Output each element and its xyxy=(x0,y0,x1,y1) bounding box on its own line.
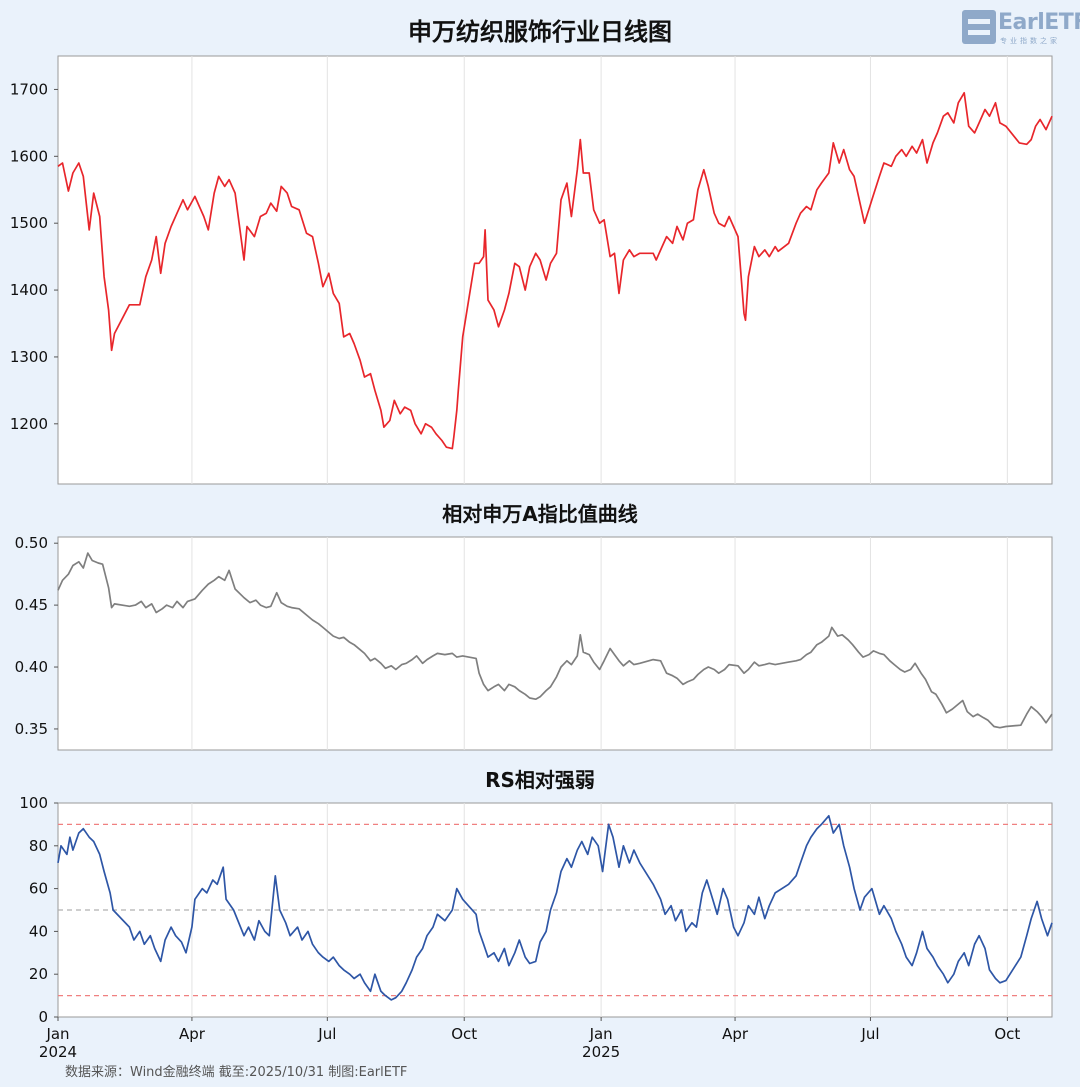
xtick-label-4: Jan xyxy=(589,1025,613,1043)
logo-text: EarlETF xyxy=(998,10,1080,35)
rs-ytick-label: 60 xyxy=(29,880,48,898)
ratio-ytick-label: 0.35 xyxy=(15,720,48,738)
xtick-year-4: 2025 xyxy=(582,1043,620,1061)
rs-ytick-label: 0 xyxy=(38,1008,48,1026)
ratio-series-line xyxy=(57,552,1053,729)
price-plot-area xyxy=(57,55,1053,485)
xtick-label-5: Apr xyxy=(722,1025,749,1043)
rs-series-line xyxy=(57,814,1053,1001)
xtick-label-1: Apr xyxy=(179,1025,206,1043)
rs-ytick-label: 80 xyxy=(29,837,48,855)
xtick-label-6: Jul xyxy=(860,1025,879,1043)
xtick-label-0: Jan xyxy=(45,1025,69,1043)
ratio-chart-title: 相对申万A指比值曲线 xyxy=(442,502,638,526)
price-ytick-label: 1600 xyxy=(10,147,48,165)
xtick-label-2: Jul xyxy=(317,1025,336,1043)
chart-title: 申万纺织服饰行业日线图 xyxy=(408,18,672,46)
rs-ytick-label: 100 xyxy=(19,794,48,812)
xtick-year-0: 2024 xyxy=(39,1043,77,1061)
price-ytick-label: 1400 xyxy=(10,281,48,299)
price-ytick-label: 1500 xyxy=(10,214,48,232)
price-ytick-label: 1700 xyxy=(10,80,48,98)
rs-chart-title: RS相对强弱 xyxy=(485,768,595,792)
logo-icon xyxy=(962,10,996,44)
ratio-ytick-label: 0.45 xyxy=(15,596,48,614)
price-panel: 1200 1300 1400 1500 1600 1700 xyxy=(10,55,1053,485)
ratio-ytick-label: 0.40 xyxy=(15,658,48,676)
ratio-panel: 0.35 0.40 0.45 0.50 xyxy=(15,534,1053,751)
brand-logo: EarlETF 专业指数之家 xyxy=(962,10,1080,45)
price-ytick-label: 1300 xyxy=(10,348,48,366)
rs-ytick-label: 20 xyxy=(29,965,48,983)
price-series-line xyxy=(57,91,1053,450)
xtick-label-3: Oct xyxy=(451,1025,477,1043)
ratio-plot-area xyxy=(57,536,1053,751)
logo-tagline: 专业指数之家 xyxy=(1000,37,1060,45)
price-ytick-label: 1200 xyxy=(10,415,48,433)
data-source-note: 数据来源：Wind金融终端 截至:2025/10/31 制图:EarlETF xyxy=(65,1065,408,1080)
ratio-ytick-label: 0.50 xyxy=(15,534,48,552)
rs-panel: 0 20 40 60 80 100 xyxy=(19,794,1053,1026)
rs-ytick-label: 40 xyxy=(29,922,48,940)
xtick-label-7: Oct xyxy=(994,1025,1020,1043)
